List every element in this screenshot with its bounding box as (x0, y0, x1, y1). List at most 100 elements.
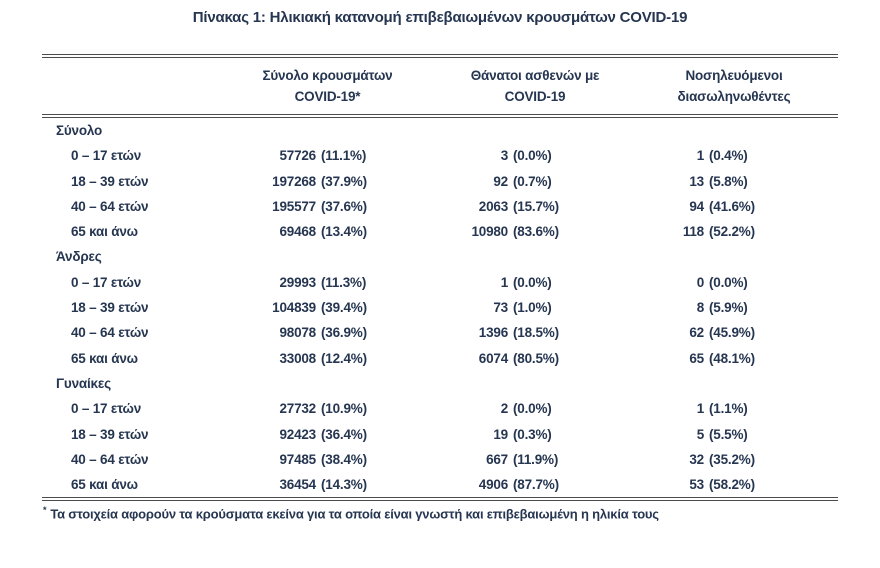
deaths-count: 1 (500, 274, 509, 290)
table-row: 18 – 39 ετών 104839 (39.4%) 73 (1.0%) 8 (5.9%) (42, 295, 838, 320)
age-group-label: 18 – 39 ετών (71, 300, 149, 316)
deaths-percentage: (80.5%) (513, 350, 559, 366)
deaths-count: 92 (493, 173, 508, 189)
age-group-label: 0 – 17 ετών (71, 274, 142, 290)
header-total-cases-line1: Σύνολο κρουσμάτων (262, 68, 393, 83)
deaths-value-cell: 19 (0.3%) (440, 422, 630, 447)
header-total-cases-line2: COVID-19* (294, 89, 361, 104)
table-row: 18 – 39 ετών 92423 (36.4%) 19 (0.3%) 5 (5.5%) (42, 422, 838, 447)
cases-count: 29993 (279, 274, 316, 290)
intubated-percentage: (1.1%) (709, 401, 748, 417)
intubated-percentage: (58.2%) (709, 477, 755, 493)
empty-cell (215, 371, 440, 396)
cases-count: 36454 (279, 477, 316, 493)
intubated-value-cell: 5 (5.5%) (630, 422, 838, 447)
table-row: 40 – 64 ετών 97485 (38.4%) 667 (11.9%) 32 (35.… (42, 447, 838, 472)
cases-value-cell: 27732 (10.9%) (215, 396, 440, 421)
age-group-label: 40 – 64 ετών (71, 198, 149, 214)
intubated-count: 94 (689, 198, 704, 214)
intubated-value-cell: 62 (45.9%) (630, 320, 838, 345)
intubated-count: 65 (689, 350, 704, 366)
header-empty-cell (42, 56, 215, 118)
cases-value-cell: 33008 (12.4%) (215, 346, 440, 371)
empty-cell (215, 244, 440, 269)
section-label: Σύνολο (56, 123, 103, 138)
deaths-count: 19 (493, 426, 508, 442)
intubated-count: 32 (689, 451, 704, 467)
cases-percentage: (36.9%) (321, 325, 367, 341)
cases-value-cell: 36454 (14.3%) (215, 472, 440, 499)
intubated-count: 0 (696, 274, 705, 290)
intubated-count: 1 (696, 148, 705, 164)
intubated-percentage: (5.9%) (709, 300, 748, 316)
cases-percentage: (37.6%) (321, 198, 367, 214)
deaths-value-cell: 2063 (15.7%) (440, 194, 630, 219)
age-group-label: 0 – 17 ετών (71, 148, 142, 164)
cases-count: 104839 (272, 300, 316, 316)
deaths-value-cell: 4906 (87.7%) (440, 472, 630, 499)
cases-count: 98078 (279, 325, 316, 341)
intubated-percentage: (5.8%) (709, 173, 748, 189)
cases-count: 195577 (272, 198, 316, 214)
age-group-label: 0 – 17 ετών (71, 401, 142, 417)
cases-count: 57726 (279, 148, 316, 164)
deaths-value-cell: 73 (1.0%) (440, 295, 630, 320)
deaths-value-cell: 3 (0.0%) (440, 143, 630, 168)
intubated-percentage: (0.4%) (709, 148, 748, 164)
footnote-text: Τα στοιχεία αφορούν τα κρούσματα εκείνα … (50, 506, 659, 522)
deaths-value-cell: 2 (0.0%) (440, 396, 630, 421)
table-row: 0 – 17 ετών 57726 (11.1%) 3 (0.0%) 1 (0.4%) (42, 143, 838, 168)
deaths-value-cell: 10980 (83.6%) (440, 219, 630, 244)
empty-cell (630, 371, 838, 396)
deaths-count: 73 (493, 300, 508, 316)
empty-cell (440, 371, 630, 396)
deaths-value-cell: 6074 (80.5%) (440, 346, 630, 371)
age-distribution-table: Σύνολο κρουσμάτων COVID-19* Θάνατοι ασθε… (42, 54, 838, 502)
age-group-label: 65 και άνω (71, 477, 138, 493)
table-row: 40 – 64 ετών 195577 (37.6%) 2063 (15.7%) 94 (4… (42, 194, 838, 219)
cases-count: 69468 (279, 224, 316, 240)
table-row: 18 – 39 ετών 197268 (37.9%) 92 (0.7%) 13 (5.8%… (42, 169, 838, 194)
cases-percentage: (12.4%) (321, 350, 367, 366)
table-header-row: Σύνολο κρουσμάτων COVID-19* Θάνατοι ασθε… (42, 56, 838, 118)
age-group-label: 18 – 39 ετών (71, 426, 149, 442)
footnote: * Τα στοιχεία αφορούν τα κρούσματα εκείνα… (43, 505, 880, 521)
intubated-value-cell: 1 (0.4%) (630, 143, 838, 168)
intubated-percentage: (45.9%) (709, 325, 755, 341)
table-row: 65 και άνω 33008 (12.4%) 6074 (80.5%) 65 (48.1… (42, 346, 838, 371)
age-group-label: 65 και άνω (71, 350, 138, 366)
cases-value-cell: 69468 (13.4%) (215, 219, 440, 244)
deaths-value-cell: 1 (0.0%) (440, 270, 630, 295)
empty-cell (440, 244, 630, 269)
deaths-count: 4906 (478, 477, 508, 493)
intubated-percentage: (35.2%) (709, 451, 755, 467)
intubated-value-cell: 53 (58.2%) (630, 472, 838, 499)
cases-percentage: (13.4%) (321, 224, 367, 240)
empty-cell (630, 244, 838, 269)
cases-percentage: (11.3%) (321, 274, 367, 290)
intubated-value-cell: 0 (0.0%) (630, 270, 838, 295)
intubated-count: 53 (689, 477, 704, 493)
cases-count: 97485 (279, 451, 316, 467)
intubated-value-cell: 94 (41.6%) (630, 194, 838, 219)
page-title: Πίνακας 1: Ηλικιακή κατανομή επιβεβαιωμέ… (192, 9, 688, 26)
cases-percentage: (14.3%) (321, 477, 367, 493)
table-row: 0 – 17 ετών 29993 (11.3%) 1 (0.0%) 0 (0.0%) (42, 270, 838, 295)
intubated-count: 62 (689, 325, 704, 341)
deaths-percentage: (11.9%) (513, 451, 559, 467)
cases-value-cell: 98078 (36.9%) (215, 320, 440, 345)
cases-value-cell: 29993 (11.3%) (215, 270, 440, 295)
intubated-count: 5 (696, 426, 705, 442)
header-deaths-line1: Θάνατοι ασθενών με (470, 68, 600, 83)
cases-count: 27732 (279, 401, 316, 417)
header-intubated: Νοσηλευόμενοι διασωληνωθέντες (630, 56, 838, 118)
header-deaths-line2: COVID-19 (504, 89, 566, 104)
deaths-count: 3 (500, 148, 509, 164)
cases-percentage: (10.9%) (321, 401, 367, 417)
deaths-percentage: (1.0%) (513, 300, 552, 316)
deaths-percentage: (0.0%) (513, 274, 552, 290)
intubated-value-cell: 65 (48.1%) (630, 346, 838, 371)
deaths-percentage: (87.7%) (513, 477, 559, 493)
deaths-percentage: (18.5%) (513, 325, 559, 341)
deaths-percentage: (0.7%) (513, 173, 552, 189)
